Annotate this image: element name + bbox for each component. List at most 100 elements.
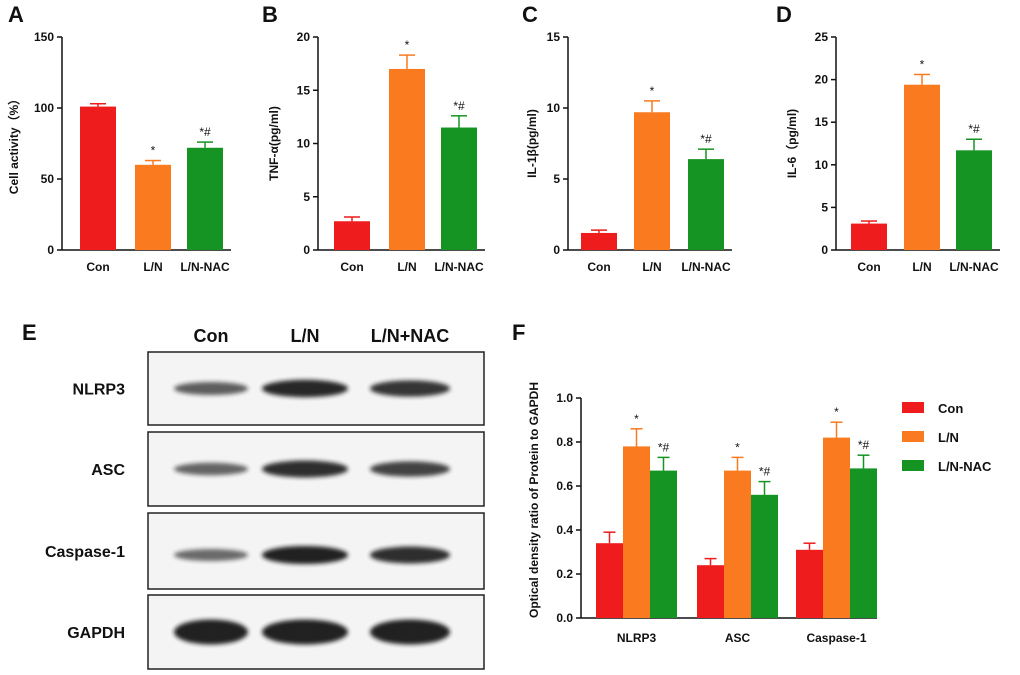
x-tick-label-l-n: L/N (912, 260, 931, 274)
y-tick-label: 10 (297, 137, 311, 151)
panel-letter-a: A (8, 2, 24, 27)
legend-label-l-n-nac: L/N-NAC (938, 459, 992, 474)
panel-d-il-6: D 0 5 10 15 20 25 IL-6（pg/ml) Con * L/N *# L/N-NAC (776, 2, 1000, 274)
y-tick-label: 15 (815, 115, 829, 129)
y-tick-label: 0.4 (556, 523, 573, 537)
bar-caspase-1-l-n-nac (850, 468, 877, 618)
significance-label: * (650, 84, 655, 98)
panel-letter-b: B (262, 2, 278, 27)
lane-label-l-n-nac: L/N+NAC (371, 326, 450, 346)
lane-label-l-n: L/N (291, 326, 320, 346)
bar-con (80, 106, 116, 250)
bar-con (581, 232, 617, 250)
legend-label-l-n: L/N (938, 430, 959, 445)
panel-letter-e: E (22, 320, 37, 345)
blot-band (370, 461, 450, 477)
legend-label-con: Con (938, 401, 963, 416)
x-tick-label-l-n-nac: L/N-NAC (681, 260, 731, 274)
significance-label: * (920, 57, 925, 71)
panel-letter-d: D (776, 2, 792, 27)
significance-label: *# (700, 132, 712, 146)
x-tick-label-l-n: L/N (143, 260, 162, 274)
y-tick-label: 5 (553, 172, 560, 186)
blot-band (174, 462, 248, 476)
x-tick-label-nlrp3: NLRP3 (617, 631, 657, 645)
bar-l-n (389, 68, 425, 250)
blot-label-nlrp3: NLRP3 (73, 382, 126, 399)
blot-band (262, 379, 348, 398)
blot-band (370, 546, 450, 564)
significance-label: * (834, 405, 839, 419)
y-tick-label: 0 (821, 243, 828, 257)
bar-caspase-1-l-n (823, 437, 850, 618)
legend-swatch-con (902, 402, 924, 413)
panel-b-tnf-alpha: B 0 5 10 15 20 TNF-α(pg/ml) Con * L/N *# L/N-NAC (262, 2, 485, 274)
y-axis-label: TNF-α(pg/ml) (267, 106, 281, 181)
y-tick-label: 5 (303, 190, 310, 204)
significance-label: *# (199, 125, 211, 139)
bar-con (334, 221, 370, 250)
y-tick-label: 0 (553, 243, 560, 257)
y-axis-label: IL-1β(pg/ml) (525, 109, 539, 178)
x-tick-label-con: Con (857, 260, 880, 274)
x-tick-label-con: Con (340, 260, 363, 274)
significance-label: * (405, 38, 410, 52)
significance-label: *# (968, 122, 980, 136)
x-tick-label-l-n-nac: L/N-NAC (434, 260, 484, 274)
bar-nlrp3-l-n (623, 446, 650, 618)
bar-l-n (634, 112, 670, 250)
y-tick-label: 20 (815, 73, 829, 87)
panel-a-cell-activity: A 0 50 100 150 Cell activity（%） Con * L/N *# L/N-N… (6, 2, 231, 274)
x-tick-label-con: Con (86, 260, 109, 274)
y-axis-label: IL-6（pg/ml) (784, 109, 799, 178)
panel-f-optical-density: F 0.0 0.2 0.4 0.6 0.8 1.0 Optical density ratio… (512, 320, 992, 645)
y-tick-label: 5 (821, 200, 828, 214)
panel-c-il-1-beta: C 0 5 10 15 IL-1β(pg/ml) Con * L/N *# L/N-NAC (522, 2, 732, 274)
bar-nlrp3-l-n-nac (650, 470, 677, 618)
significance-label: *# (453, 99, 465, 113)
bar-caspase-1-con (796, 549, 823, 618)
y-tick-label: 0.6 (556, 479, 573, 493)
y-tick-label: 50 (41, 172, 55, 186)
y-axis-label: Cell activity（%） (6, 93, 21, 194)
bar-l-n-nac (187, 147, 223, 250)
blot-label-gapdh: GAPDH (67, 625, 125, 642)
y-tick-label: 15 (547, 30, 561, 44)
bar-con (851, 223, 887, 250)
blot-band (262, 619, 348, 645)
bar-asc-con (697, 565, 724, 618)
blot-band (174, 549, 248, 561)
y-tick-label: 0 (47, 243, 54, 257)
y-tick-label: 0 (303, 243, 310, 257)
y-tick-label: 100 (34, 101, 54, 115)
x-tick-label-asc: ASC (725, 631, 751, 645)
x-tick-label-l-n: L/N (397, 260, 416, 274)
lane-label-con: Con (194, 326, 229, 346)
y-tick-label: 10 (547, 101, 561, 115)
x-tick-label-caspase-1: Caspase-1 (806, 631, 866, 645)
significance-label: *# (759, 465, 771, 479)
blot-label-asc: ASC (91, 462, 125, 479)
bar-l-n-nac (688, 159, 724, 250)
y-tick-label: 1.0 (556, 391, 573, 405)
blot-band (370, 619, 450, 645)
blot-band (370, 380, 450, 397)
blot-band (262, 460, 348, 478)
significance-label: *# (658, 440, 670, 454)
bar-nlrp3-con (596, 543, 623, 618)
panel-letter-f: F (512, 320, 525, 345)
bar-asc-l-n-nac (751, 494, 778, 618)
x-tick-label-l-n-nac: L/N-NAC (180, 260, 230, 274)
bar-l-n (135, 164, 171, 250)
y-tick-label: 25 (815, 30, 829, 44)
blot-label-caspase-1: Caspase-1 (45, 544, 125, 561)
y-tick-label: 15 (297, 83, 311, 97)
y-tick-label: 0.0 (556, 611, 573, 625)
bar-asc-l-n (724, 470, 751, 618)
significance-label: * (151, 144, 156, 158)
bar-l-n-nac (441, 127, 477, 250)
panel-letter-c: C (522, 2, 538, 27)
y-tick-label: 20 (297, 30, 311, 44)
y-axis-label: Optical density ratio of Protein to GAPD… (527, 382, 541, 618)
